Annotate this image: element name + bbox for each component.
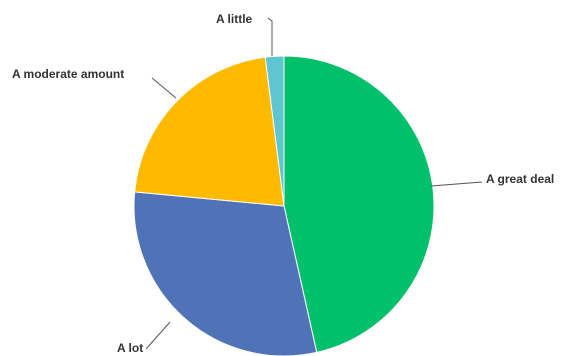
pie-slice-a-great-deal: [283, 55, 435, 353]
pie-slices: [133, 55, 435, 356]
slice-label-a-lot: A lot: [117, 341, 143, 355]
leader-line-a-moderate-amount: [151, 77, 177, 99]
slice-labels: A great deal A lot A moderate amount A litt…: [12, 12, 554, 355]
pie-slice-a-moderate-amount: [134, 56, 285, 207]
leader-line-a-lot: [145, 321, 171, 350]
leader-line-a-great-deal: [430, 181, 483, 187]
leader-lines: [145, 17, 483, 350]
pie-slice-a-little: [264, 55, 285, 207]
slice-label-a-moderate-amount: A moderate amount: [12, 67, 124, 81]
slice-label-a-little: A little: [216, 12, 253, 26]
slice-label-a-great-deal: A great deal: [486, 172, 554, 186]
leader-line-a-little: [267, 17, 273, 56]
